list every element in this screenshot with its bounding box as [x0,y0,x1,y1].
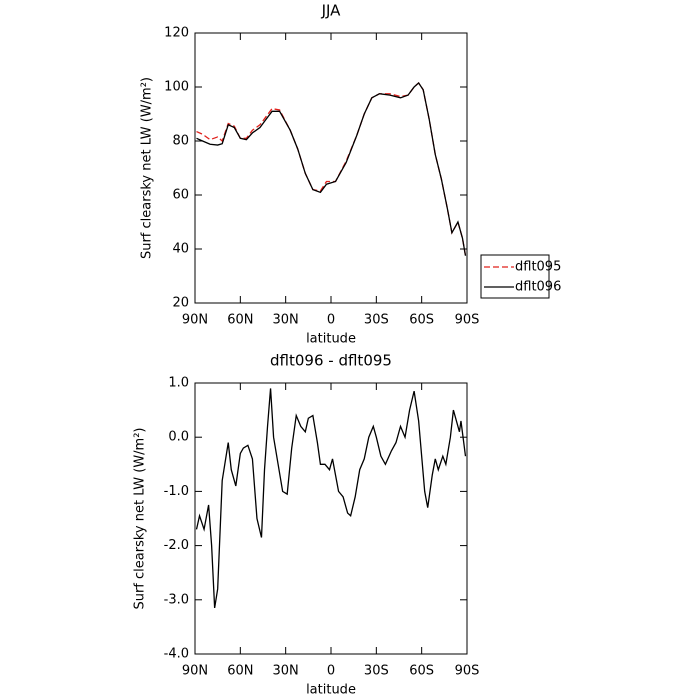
y-tick-label: 80 [172,134,189,149]
x-tick-label: 30N [273,664,299,679]
x-tick-label: 90S [455,313,480,328]
y-tick-label: 20 [172,296,189,311]
y-tick-label: 60 [172,188,189,203]
y-tick-label: 120 [164,26,189,41]
x-tick-label: 30N [273,313,299,328]
x-tick-label: 0 [327,313,335,328]
data-line [196,81,467,256]
data-line [196,81,467,256]
data-line [195,388,467,609]
x-tick-label: 90N [182,664,208,679]
x-tick-label: 60S [409,313,434,328]
y-tick-label: 0.0 [168,430,189,445]
plot-frame [194,32,468,304]
y-tick-label: -4.0 [164,647,189,662]
x-tick-label: 90S [455,664,480,679]
x-tick-label: 30S [364,664,389,679]
x-axis-label: latitude [306,683,356,698]
x-tick-label: 90N [182,313,208,328]
y-axis-label: Surf clearsky net LW (W/m²) [140,77,155,259]
x-tick-label: 60S [409,664,434,679]
x-axis-label: latitude [306,332,356,347]
x-tick-label: 60N [227,313,253,328]
chart-title: dflt096 - dflt095 [270,352,392,370]
legend-label: dflt095 [515,260,561,275]
chart-title: JJA [321,2,342,20]
legend-box [480,254,550,299]
y-tick-label: 100 [164,80,189,95]
y-tick-label: 40 [172,242,189,257]
legend-label: dflt096 [515,280,561,295]
y-tick-label: -3.0 [164,592,189,607]
y-axis-label: Surf clearsky net LW (W/m²) [133,427,148,609]
plot-frame [194,382,468,655]
y-tick-label: -2.0 [164,538,189,553]
y-tick-label: -1.0 [164,484,189,499]
x-tick-label: 30S [364,313,389,328]
x-tick-label: 0 [327,664,335,679]
y-tick-label: 1.0 [168,376,189,391]
x-tick-label: 60N [227,664,253,679]
